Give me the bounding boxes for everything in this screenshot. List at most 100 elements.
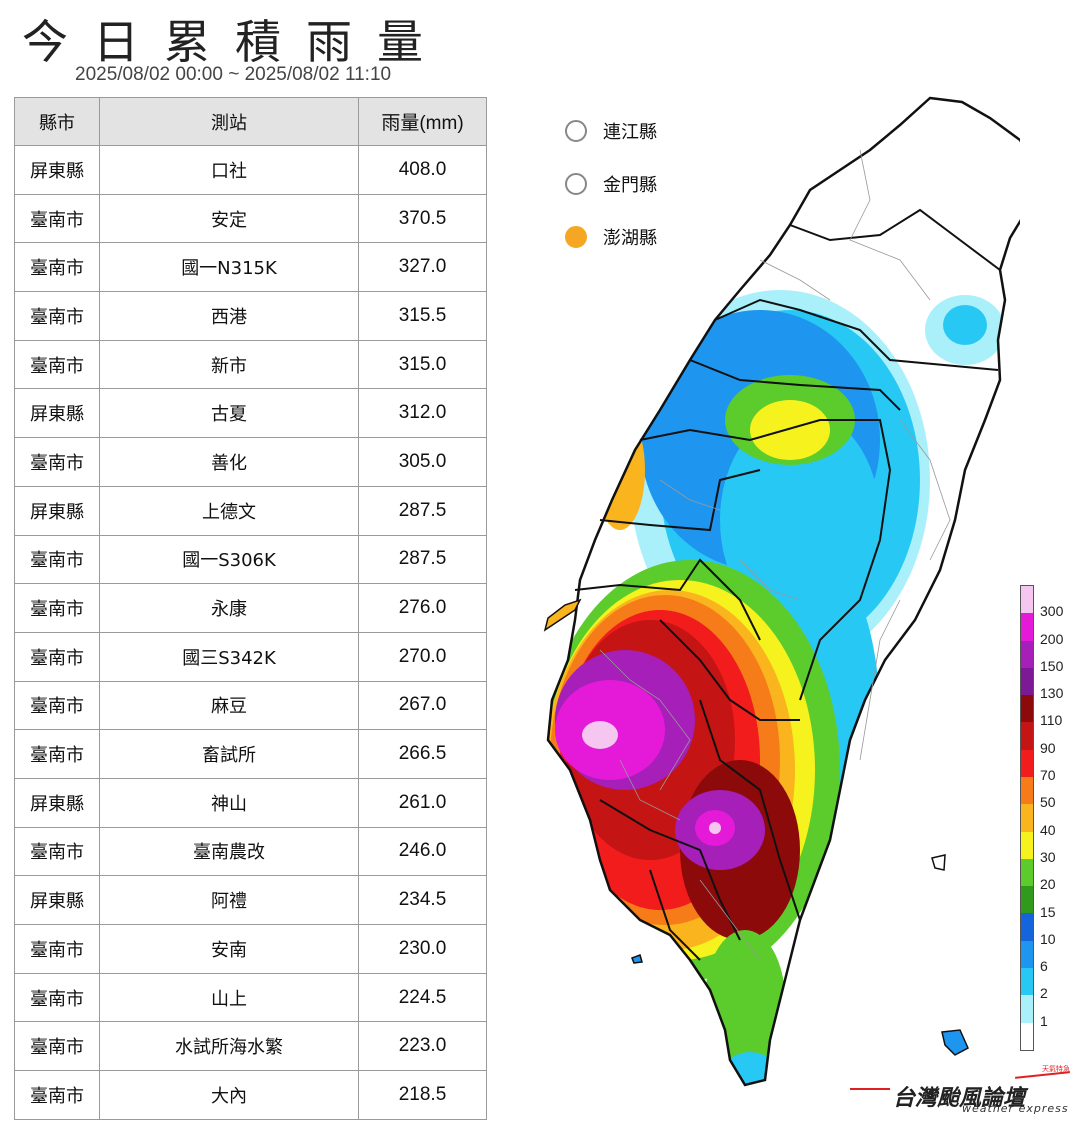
scale-tick-label: 30 bbox=[1040, 848, 1056, 865]
island-label: 澎湖縣 bbox=[603, 227, 657, 249]
orchid-island-shape bbox=[941, 1029, 969, 1056]
rainfall-cell: 305.0 bbox=[358, 437, 487, 487]
rainfall-cell: 287.5 bbox=[358, 534, 487, 585]
scale-swatch bbox=[1021, 722, 1033, 750]
station-cell: 安定 bbox=[99, 193, 359, 244]
table-row: 屏東縣 阿禮 234.5 bbox=[14, 875, 487, 925]
liuqiu-shape bbox=[631, 954, 643, 964]
scale-swatch bbox=[1021, 831, 1033, 859]
table-row: 臺南市 大內 218.5 bbox=[14, 1070, 487, 1120]
county-cell: 屏東縣 bbox=[14, 875, 100, 925]
scale-swatch bbox=[1021, 967, 1033, 996]
rainfall-table: 縣市 測站 雨量(mm) 屏東縣 口社 408.0 臺南市 安定 370.5 臺南市 國一N3… bbox=[14, 97, 487, 1120]
county-cell: 臺南市 bbox=[14, 1021, 100, 1072]
scale-swatch bbox=[1021, 995, 1033, 1023]
island-penghu: 澎湖縣 bbox=[565, 210, 657, 263]
station-cell: 水試所海水繁 bbox=[99, 1021, 359, 1072]
county-cell: 臺南市 bbox=[14, 729, 100, 779]
rainfall-cell: 266.5 bbox=[358, 729, 487, 779]
rainfall-cell: 312.0 bbox=[358, 388, 487, 439]
rainfall-cell: 370.5 bbox=[358, 193, 487, 244]
brand-subtitle: weather express bbox=[962, 1102, 1069, 1115]
county-cell: 臺南市 bbox=[14, 924, 100, 974]
rainfall-shading bbox=[548, 98, 1020, 1085]
rainfall-cell: 315.0 bbox=[358, 339, 487, 390]
scale-tick-label: 110 bbox=[1040, 712, 1063, 729]
table-row: 屏東縣 上德文 287.5 bbox=[14, 485, 487, 536]
brand-tag: 天氣特急 bbox=[1042, 1065, 1070, 1073]
scale-tick-label: 130 bbox=[1040, 685, 1064, 702]
table-row: 臺南市 永康 276.0 bbox=[14, 583, 487, 633]
table-row: 臺南市 國一N315K 327.0 bbox=[14, 242, 487, 293]
table-header-row: 縣市 測站 雨量(mm) bbox=[14, 97, 487, 146]
station-cell: 國一N315K bbox=[99, 242, 359, 293]
penghu-marker bbox=[565, 225, 587, 248]
station-cell: 上德文 bbox=[99, 485, 359, 536]
county-cell: 臺南市 bbox=[14, 631, 100, 682]
station-cell: 國三S342K bbox=[99, 631, 359, 682]
rainfall-cell: 230.0 bbox=[358, 924, 487, 974]
county-cell: 臺南市 bbox=[14, 972, 100, 1023]
scale-swatch bbox=[1021, 640, 1033, 668]
station-cell: 畜試所 bbox=[99, 729, 359, 779]
outlying-islands-legend: 連江縣 金門縣 澎湖縣 bbox=[565, 104, 657, 263]
scale-tick-label: 1 bbox=[1040, 1012, 1048, 1029]
county-cell: 臺南市 bbox=[14, 680, 100, 731]
table-row: 屏東縣 口社 408.0 bbox=[14, 145, 487, 195]
county-cell: 臺南市 bbox=[14, 583, 100, 633]
scale-swatch bbox=[1021, 667, 1033, 696]
taiwan-rainfall-map bbox=[543, 96, 1020, 1087]
table-row: 臺南市 水試所海水繁 223.0 bbox=[14, 1021, 487, 1072]
scale-tick-label: 70 bbox=[1040, 767, 1056, 784]
county-boundaries bbox=[574, 208, 1001, 961]
scale-swatch bbox=[1021, 776, 1033, 805]
scale-tick-label: 50 bbox=[1040, 794, 1056, 811]
scale-swatch bbox=[1021, 886, 1033, 914]
county-cell: 臺南市 bbox=[14, 534, 100, 585]
rainfall-cell: 270.0 bbox=[358, 631, 487, 682]
station-cell: 大內 bbox=[99, 1070, 359, 1120]
header-station: 測站 bbox=[99, 97, 359, 146]
brand-logo: 天氣特急 台灣颱風論壇 weather express bbox=[850, 1065, 1075, 1118]
scale-tick-label: 40 bbox=[1040, 821, 1056, 838]
county-cell: 屏東縣 bbox=[14, 145, 100, 195]
county-cell: 屏東縣 bbox=[14, 388, 100, 439]
table-row: 臺南市 畜試所 266.5 bbox=[14, 729, 487, 779]
table-row: 臺南市 善化 305.0 bbox=[14, 437, 487, 487]
scale-tick-label: 10 bbox=[1040, 930, 1056, 947]
station-cell: 永康 bbox=[99, 583, 359, 633]
island-lienchiang: 連江縣 bbox=[565, 104, 657, 157]
rainfall-cell: 261.0 bbox=[358, 777, 487, 828]
county-cell: 臺南市 bbox=[14, 291, 100, 341]
table-row: 臺南市 國三S342K 270.0 bbox=[14, 631, 487, 682]
station-cell: 口社 bbox=[99, 145, 359, 195]
rainfall-cell: 276.0 bbox=[358, 583, 487, 633]
rainfall-cell: 327.0 bbox=[358, 242, 487, 293]
scale-swatch bbox=[1021, 804, 1033, 832]
station-cell: 神山 bbox=[99, 777, 359, 828]
station-cell: 山上 bbox=[99, 972, 359, 1023]
station-cell: 國一S306K bbox=[99, 534, 359, 585]
table-row: 臺南市 臺南農改 246.0 bbox=[14, 826, 487, 877]
scale-swatch bbox=[1021, 1022, 1033, 1050]
station-cell: 新市 bbox=[99, 339, 359, 390]
county-cell: 臺南市 bbox=[14, 1070, 100, 1120]
brand-stripe-left bbox=[850, 1088, 890, 1090]
island-label: 金門縣 bbox=[603, 174, 657, 196]
color-scale-bar bbox=[1020, 585, 1034, 1051]
scale-tick-label: 2 bbox=[1040, 985, 1048, 1002]
scale-tick-label: 15 bbox=[1040, 903, 1056, 920]
rainfall-cell: 315.5 bbox=[358, 291, 487, 341]
page-title: 今日累積雨量 bbox=[22, 15, 448, 69]
scale-swatch bbox=[1021, 858, 1033, 887]
county-cell: 臺南市 bbox=[14, 242, 100, 293]
rainfall-cell: 218.5 bbox=[358, 1070, 487, 1120]
lienchiang-marker bbox=[565, 119, 587, 142]
scale-tick-label: 90 bbox=[1040, 739, 1056, 756]
header-county: 縣市 bbox=[14, 97, 100, 146]
county-cell: 臺南市 bbox=[14, 437, 100, 487]
scale-tick-label: 20 bbox=[1040, 876, 1056, 893]
scale-tick-label: 300 bbox=[1040, 603, 1064, 620]
scale-swatch bbox=[1021, 695, 1033, 723]
island-label: 連江縣 bbox=[603, 121, 657, 143]
